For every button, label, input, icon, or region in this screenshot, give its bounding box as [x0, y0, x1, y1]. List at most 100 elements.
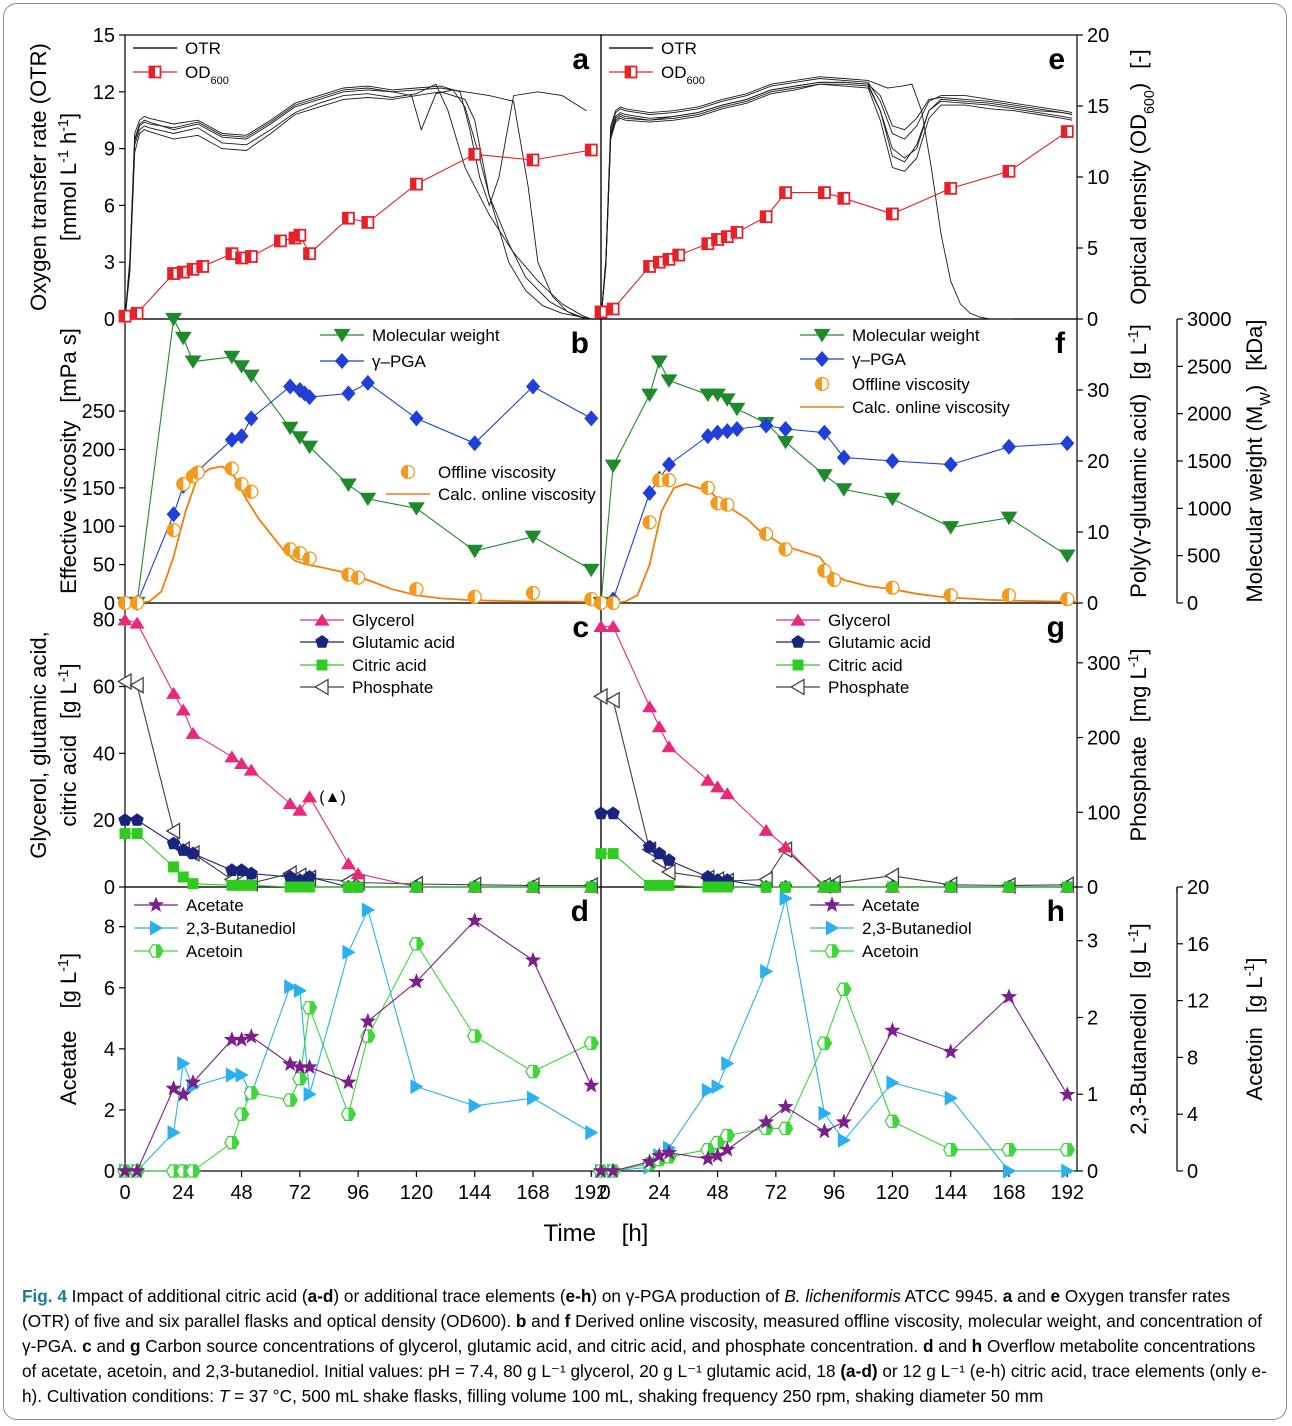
h-y3-label-part: [g L [1242, 976, 1267, 1013]
pga-series-point [642, 484, 657, 501]
butanediol-series-point [177, 1056, 191, 1072]
molecular-weight-series-point-shape [408, 502, 425, 516]
y-tick-label: 16 [1187, 934, 1209, 956]
h-y3-label-part: ] [1242, 958, 1267, 964]
acetoin-series-point-half [251, 1086, 259, 1099]
citric-acid-series-point [177, 871, 189, 883]
y-tick-label: 1500 [1187, 451, 1232, 473]
butanediol-series-point [342, 944, 356, 960]
offline-viscosity-series-point [302, 551, 317, 566]
e-y2-ticks: 0 5 10 15 20 [1077, 25, 1109, 331]
caption-p9: and [91, 1336, 130, 1356]
offline-viscosity-series-point [817, 563, 832, 578]
y-tick-label: 0 [1187, 593, 1198, 615]
od600-series-line [124, 149, 592, 317]
citric-acid-series-point-shape [607, 848, 619, 860]
legend-phosphate-c-marker [313, 678, 329, 696]
od600-series-point [584, 143, 598, 157]
caption-p11: and [933, 1336, 972, 1356]
d-y-label-part: [g L [56, 972, 81, 1009]
acetate-series-point-shape [466, 912, 483, 928]
glycerol-series-point [224, 750, 240, 763]
od600-series-point-fill [187, 263, 193, 275]
molecular-weight-series-point-shape [184, 355, 202, 369]
glutamic-acid-series-point [225, 863, 239, 876]
molecular-weight-series-point [340, 478, 357, 492]
panel-letter-h: h [1047, 895, 1065, 928]
acetate-series-point-shape [699, 1150, 716, 1166]
legend-otr-label-main: OTR [661, 39, 697, 58]
molecular-weight-series-point-shape [942, 521, 960, 535]
legend-butanediol-h-label-main: 2,3-Butanediol [862, 919, 972, 938]
glutamic-acid-series-point-shape [118, 813, 132, 826]
legend-mw-b-label-main: Molecular weight [372, 326, 500, 345]
butanediol-series-point-shape [711, 1079, 725, 1095]
glutamic-acid-series-point [244, 866, 258, 880]
acetoin-series-point-half [416, 937, 424, 950]
glycerol-series-point-shape [175, 703, 191, 716]
od600-series-point-fill [780, 187, 786, 199]
legend-phosphate-g-label: Phosphate [828, 678, 909, 697]
glutamic-acid-series-point-shape [186, 846, 200, 860]
acetate-series-point-shape [524, 951, 542, 968]
butanediol-series-point-shape [779, 891, 793, 907]
otr-replicate-line [124, 87, 592, 320]
od600-series-point-fill [362, 216, 368, 228]
legend-pga-b: γ–PGA [320, 352, 427, 371]
citric-acid-series-point [702, 881, 714, 893]
offline-viscosity-series-point [1001, 588, 1017, 603]
od600-series-point-fill [731, 226, 737, 238]
butanediol-series-point [886, 1075, 900, 1091]
glycerol-series-point-shape [350, 867, 366, 880]
phosphate-series-point [592, 687, 608, 706]
glycerol-series-point [166, 686, 182, 699]
pga-series-point [759, 417, 774, 434]
x-tick-label: 192 [1051, 1182, 1084, 1204]
od600-series-point [672, 248, 686, 262]
legend-pga-b-marker [335, 353, 349, 369]
e-y2-label: Optical density (OD600) [-] [1126, 49, 1158, 304]
legend-glutamic-g-label: Glutamic acid [828, 633, 931, 652]
glutamic-acid-series-point-shape [244, 866, 258, 880]
od600-series-line [600, 131, 1068, 313]
molecular-weight-series-point [359, 492, 377, 507]
od600-series-point [244, 250, 258, 263]
y-tick-label: 50 [93, 555, 115, 577]
y-tick-label: 0 [1087, 877, 1098, 899]
molecular-weight-series-point [281, 421, 299, 436]
citric-acid-series-point [607, 848, 619, 860]
butanediol-series-point [303, 1086, 317, 1102]
x-tick-label: 192 [574, 1182, 607, 1204]
molecular-weight-series [592, 355, 1076, 611]
legend-mw-b-marker [333, 328, 351, 343]
legend-phosphate-g-marker-shape [789, 678, 805, 696]
y-tick-label: 0 [1087, 593, 1098, 615]
butanediol-series-point-shape [468, 1098, 482, 1114]
glycerol-series [117, 613, 599, 893]
otr-replicate-line [124, 85, 587, 320]
offline-viscosity-series-point [409, 582, 424, 597]
offline-viscosity-series-point-half [130, 596, 138, 610]
panel-letter-b: b [571, 327, 589, 360]
g-y2-label-part: ] [1126, 648, 1151, 654]
offline-viscosity-series-point-half [817, 564, 825, 578]
od600-series-point-fill [760, 211, 767, 223]
c-y-label-1-part: Glycerol, glutamic acid, [26, 631, 51, 858]
citric-acid-series-point [712, 881, 724, 893]
y-tick-label: 3 [104, 252, 115, 274]
legend-otr-label-main: OTR [185, 39, 221, 58]
acetoin-series-point [1059, 1142, 1076, 1157]
offline-viscosity-series-point-half [176, 477, 184, 491]
legend-mw-f: Molecular weight [800, 326, 980, 345]
a-y-label-2-part: [mmol L [56, 163, 81, 241]
legend-acetoin-d-label-main: Acetoin [186, 942, 243, 961]
y-tick-label: 2000 [1187, 404, 1232, 426]
panel-letter-d: d [571, 895, 589, 928]
molecular-weight-series-point-shape [301, 440, 318, 455]
panel-letter-f: f [1055, 327, 1066, 360]
acetoin-series-point [942, 1142, 959, 1157]
od600-series-point [818, 186, 831, 200]
molecular-weight-series-point-shape [835, 483, 853, 497]
acetate-series-point [942, 1043, 959, 1059]
offline-viscosity-series-point-half [662, 473, 669, 487]
